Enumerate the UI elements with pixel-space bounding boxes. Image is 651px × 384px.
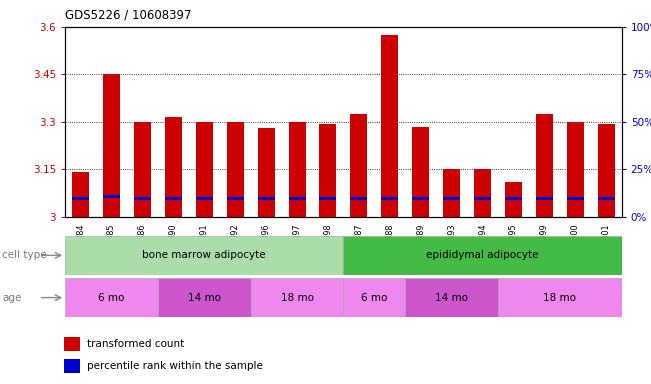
Bar	[443, 169, 460, 217]
Bar	[258, 197, 275, 200]
Text: 6 mo: 6 mo	[98, 293, 125, 303]
Text: percentile rank within the sample: percentile rank within the sample	[87, 361, 262, 371]
Bar	[498, 278, 622, 317]
Text: 14 mo: 14 mo	[187, 293, 221, 303]
Bar	[288, 122, 305, 217]
Bar	[320, 124, 337, 217]
Text: 14 mo: 14 mo	[435, 293, 468, 303]
Bar	[412, 197, 429, 200]
Bar	[258, 128, 275, 217]
Bar	[196, 122, 213, 217]
Bar	[227, 197, 243, 200]
Bar	[72, 172, 89, 217]
Bar	[567, 197, 584, 200]
Bar	[598, 124, 615, 217]
Bar	[412, 127, 429, 217]
Bar	[536, 114, 553, 217]
Bar	[405, 278, 498, 317]
Text: cell type: cell type	[2, 250, 47, 260]
Bar	[134, 122, 151, 217]
Bar	[158, 278, 251, 317]
Bar	[65, 278, 158, 317]
Bar	[227, 122, 243, 217]
Bar	[320, 197, 337, 200]
Bar	[103, 195, 120, 198]
Bar	[505, 197, 522, 200]
Text: 18 mo: 18 mo	[281, 293, 314, 303]
Bar	[474, 169, 491, 217]
Bar	[103, 74, 120, 217]
Bar	[72, 197, 89, 200]
Bar	[344, 236, 622, 275]
Bar	[196, 197, 213, 200]
Bar	[288, 197, 305, 200]
Bar	[165, 117, 182, 217]
Bar	[567, 122, 584, 217]
Bar	[474, 197, 491, 200]
Bar	[381, 35, 398, 217]
Text: age: age	[2, 293, 21, 303]
Bar	[65, 236, 344, 275]
Text: bone marrow adipocyte: bone marrow adipocyte	[143, 250, 266, 260]
Bar	[344, 278, 405, 317]
Bar	[134, 197, 151, 200]
Text: 18 mo: 18 mo	[544, 293, 576, 303]
Bar	[251, 278, 344, 317]
Text: 6 mo: 6 mo	[361, 293, 387, 303]
Bar	[350, 114, 367, 217]
Bar	[350, 197, 367, 200]
Bar	[165, 197, 182, 200]
Text: epididymal adipocyte: epididymal adipocyte	[426, 250, 539, 260]
Bar	[536, 197, 553, 200]
Text: GDS5226 / 10608397: GDS5226 / 10608397	[65, 8, 191, 21]
Bar	[505, 182, 522, 217]
Bar	[64, 359, 80, 372]
Bar	[598, 197, 615, 200]
Bar	[443, 197, 460, 200]
Text: transformed count: transformed count	[87, 339, 184, 349]
Bar	[64, 337, 80, 351]
Bar	[381, 197, 398, 200]
